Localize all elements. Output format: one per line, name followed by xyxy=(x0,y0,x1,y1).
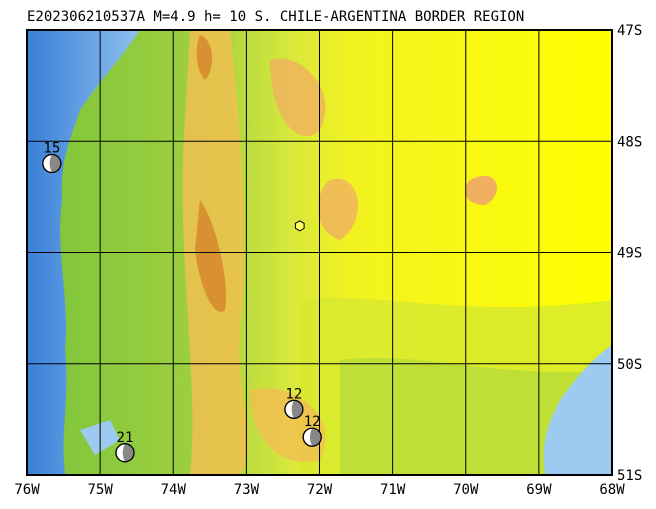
lon-label: 70W xyxy=(453,482,479,498)
focal-mechanism xyxy=(115,443,135,463)
beachball-quadrant xyxy=(122,443,134,462)
lat-label: 47S xyxy=(617,23,642,39)
lon-label: 73W xyxy=(234,482,260,498)
lon-label: 69W xyxy=(526,482,552,498)
lon-label: 75W xyxy=(87,482,113,498)
lon-label: 71W xyxy=(380,482,406,498)
beachball-quadrant xyxy=(309,428,322,447)
focal-mechanism xyxy=(302,427,322,447)
event-label: 12 xyxy=(285,386,302,402)
event-label: 15 xyxy=(43,141,60,157)
beachball-quadrant xyxy=(49,154,61,173)
lat-label: 50S xyxy=(617,357,642,373)
lon-label: 74W xyxy=(161,482,187,498)
lon-label: 76W xyxy=(14,482,40,498)
lon-label: 68W xyxy=(599,482,625,498)
beachball-ring xyxy=(42,153,62,174)
lat-label: 48S xyxy=(617,134,642,150)
map-frame xyxy=(26,29,613,476)
epicenter xyxy=(294,220,305,232)
beachball-ring xyxy=(302,427,322,447)
focal-mechanism xyxy=(284,399,304,419)
lat-label: 49S xyxy=(617,246,642,262)
beachball-quadrant xyxy=(291,400,303,419)
event-label: 21 xyxy=(117,430,134,446)
map-title: E202306210537A M=4.9 h= 10 S. CHILE-ARGE… xyxy=(27,9,524,25)
focal-mechanism xyxy=(42,153,62,174)
beachball-ring xyxy=(115,443,135,463)
event-label: 12 xyxy=(304,414,321,430)
beachball-ring xyxy=(284,399,304,419)
lat-label: 51S xyxy=(617,468,642,484)
lon-label: 72W xyxy=(307,482,333,498)
